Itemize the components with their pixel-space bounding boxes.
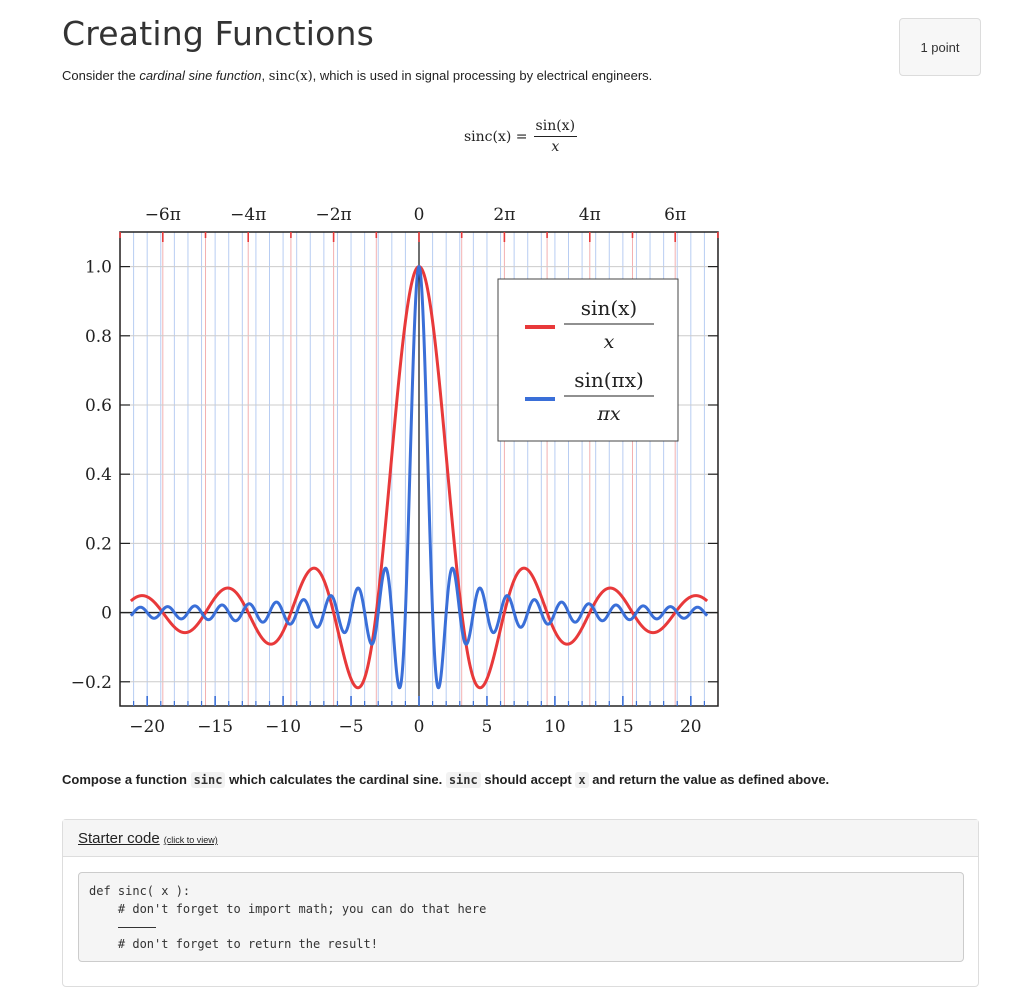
x-tick-label: −15 <box>197 717 233 737</box>
code-line-4: # don't forget to return the result! <box>89 936 378 951</box>
y-tick-label: 0.8 <box>85 327 112 347</box>
intro-mid: , <box>261 68 269 83</box>
x-tick-label: 5 <box>482 717 493 737</box>
x-tick-label: −20 <box>129 717 165 737</box>
code-line-2: # don't forget to import math; you can d… <box>89 901 487 916</box>
x-tick-label: 0 <box>414 717 425 737</box>
top-tick-label: 6π <box>664 205 686 225</box>
formula-numerator: sin(x) <box>533 118 578 137</box>
task-code-x: x <box>575 772 589 788</box>
sinc-formula: sinc(x) = sin(x) x <box>464 118 578 155</box>
legend-label-denominator: x <box>604 331 615 353</box>
intro-emphasis: cardinal sine function <box>139 68 262 83</box>
page-title: Creating Functions <box>62 14 375 53</box>
y-tick-label: 0.4 <box>85 465 112 485</box>
points-badge: 1 point <box>899 18 981 76</box>
formula-lhs: sinc(x) = <box>464 128 528 145</box>
intro-post: , which is used in signal processing by … <box>312 68 653 83</box>
sinc-chart: −0.2 0 0.2 0.4 0.6 0.8 1.0 −20 −15 −10 −5 0 5 10 15 20 −… <box>71 205 719 737</box>
y-tick-label: 0 <box>101 604 112 624</box>
x-tick-label: 15 <box>612 717 634 737</box>
x-tick-label: −10 <box>265 717 301 737</box>
starter-code-header[interactable]: Starter code (click to view) <box>63 820 978 857</box>
code-blank <box>117 918 156 928</box>
task-mid1: which calculates the cardinal sine. <box>225 772 446 787</box>
legend-label-numerator: sin(x) <box>581 296 637 320</box>
intro-math: sinc(x) <box>268 69 313 84</box>
top-tick-label: −6π <box>145 205 181 225</box>
y-tick-label: 1.0 <box>85 258 112 278</box>
top-tick-label: 2π <box>493 205 515 225</box>
intro-pre: Consider the <box>62 68 140 83</box>
top-tick-label: 4π <box>579 205 601 225</box>
starter-code-hint[interactable]: (click to view) <box>163 835 218 845</box>
legend-box <box>497 278 679 442</box>
y-tick-label: 0.2 <box>85 534 112 554</box>
y-tick-label: −0.2 <box>71 673 112 693</box>
x-tick-label: −5 <box>339 717 364 737</box>
x-tick-label: 10 <box>544 717 566 737</box>
starter-code-link[interactable]: Starter code <box>78 829 160 847</box>
task-pre: Compose a function <box>62 772 191 787</box>
task-code-sinc-2: sinc <box>445 772 481 788</box>
formula-denominator: x <box>551 139 560 155</box>
code-line-3 <box>89 918 953 936</box>
intro-text: Consider the cardinal sine function, sin… <box>62 68 652 84</box>
formula-fraction: sin(x) x <box>533 118 578 155</box>
task-code-sinc: sinc <box>190 772 226 788</box>
series-line-blue <box>129 265 709 690</box>
legend-label-numerator: sin(πx) <box>574 368 644 392</box>
task-text: Compose a function sinc which calculates… <box>62 772 830 788</box>
top-tick-label: 0 <box>414 205 425 225</box>
starter-code-block[interactable]: def sinc( x ): # don't forget to import … <box>78 872 964 962</box>
top-tick-label: −4π <box>230 205 266 225</box>
code-line-1: def sinc( x ): <box>89 884 191 898</box>
x-tick-label: 20 <box>680 717 702 737</box>
legend-label-denominator: πx <box>596 403 620 425</box>
top-tick-label: −2π <box>315 205 351 225</box>
task-post: and return the value as defined above. <box>588 772 830 787</box>
y-tick-label: 0.6 <box>85 396 112 416</box>
starter-code-panel: Starter code (click to view) def sinc( x… <box>62 819 979 987</box>
task-mid2: should accept <box>480 772 576 787</box>
